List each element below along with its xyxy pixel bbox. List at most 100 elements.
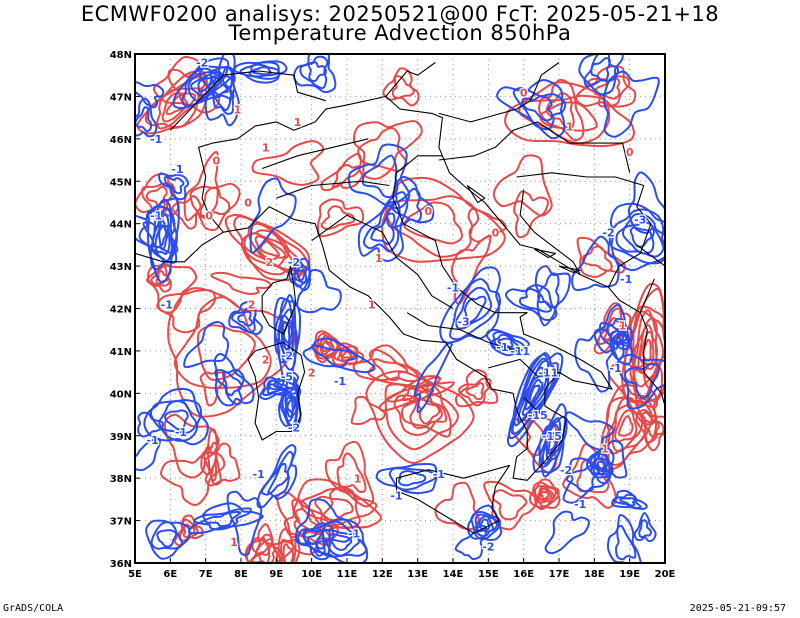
contour-line	[314, 330, 342, 364]
contour-line	[618, 333, 628, 344]
contour-line	[352, 120, 423, 180]
contour-line	[455, 286, 493, 330]
contour-line	[331, 164, 361, 189]
x-tick-label: 6E	[163, 569, 177, 580]
contour-line	[518, 287, 552, 313]
coastline-segment	[169, 70, 326, 131]
contour-line	[299, 55, 329, 90]
axis-ticks: 5E 6E 7E 8E 9E 10E 11E 12E 13E 14E 15E 16E 17E 18E 19E…	[110, 50, 676, 580]
contour-line	[388, 467, 437, 491]
contour-line	[463, 295, 487, 324]
contour-line	[249, 177, 297, 254]
contour-line	[259, 240, 281, 258]
x-tick-label: 9E	[269, 569, 283, 580]
x-tick-label: 7E	[199, 569, 213, 580]
contour-line	[385, 175, 435, 229]
contour-line	[347, 143, 411, 210]
contour-line	[158, 224, 169, 251]
contour-line	[315, 520, 368, 558]
contour-line	[296, 269, 306, 282]
y-tick-label: 41N	[110, 347, 132, 358]
contour-label: 0	[626, 146, 634, 159]
contour-line	[365, 370, 475, 464]
contour-line	[375, 462, 438, 495]
coastline-segment	[639, 278, 655, 313]
contour-line	[350, 395, 386, 425]
coastline-segment	[636, 244, 665, 267]
contour-line	[545, 431, 560, 461]
contour-line	[279, 385, 301, 432]
contour-line	[370, 212, 396, 246]
contour-line	[145, 519, 191, 560]
contour-line	[506, 352, 564, 448]
contour-line	[226, 490, 263, 557]
contour-line	[539, 101, 598, 132]
coastline-segment	[262, 138, 369, 170]
contour-line	[638, 519, 653, 539]
contour-line	[292, 54, 337, 94]
contour-line	[239, 61, 281, 80]
contour-label: 1	[566, 120, 574, 133]
contour-line	[328, 533, 353, 551]
contour-line	[341, 350, 353, 359]
contour-line	[538, 417, 563, 468]
contour-label: -15	[528, 409, 548, 422]
contour-label: 0	[424, 205, 432, 218]
contour-label: -3	[634, 214, 646, 227]
contour-line	[210, 271, 272, 295]
coastline-segment	[516, 172, 652, 288]
contour-label: -1	[433, 468, 445, 481]
contour-line	[187, 502, 264, 535]
coastline-segment	[276, 180, 390, 199]
footer-credit: GrADS/COLA	[3, 603, 64, 614]
coastline-segment	[261, 265, 297, 335]
contour-line	[619, 497, 636, 507]
contour-line	[251, 140, 325, 186]
contour-label: 0	[520, 86, 528, 99]
contour-line	[248, 538, 283, 563]
contour-line	[629, 226, 653, 248]
contour-line	[197, 76, 217, 93]
contour-line	[233, 215, 309, 276]
contour-line	[611, 404, 644, 453]
contour-line	[513, 190, 549, 239]
contour-line	[204, 510, 242, 528]
contour-line	[204, 54, 240, 127]
contour-line	[398, 469, 427, 487]
contour-line	[593, 77, 621, 100]
contour-label: -1	[150, 133, 162, 146]
footer-timestamp: 2025-05-21-09:57	[689, 603, 786, 614]
coastline-segment	[135, 231, 224, 263]
contour-line	[288, 257, 311, 292]
contour-line	[633, 512, 657, 543]
contour-line	[207, 69, 235, 101]
contour-line	[540, 490, 550, 501]
contour-line	[156, 529, 178, 548]
contour-line	[172, 57, 236, 110]
contour-line	[332, 345, 359, 366]
x-tick-label: 13E	[407, 569, 428, 580]
contour-line	[384, 383, 459, 451]
contour-line	[608, 208, 665, 265]
y-tick-label: 39N	[110, 432, 132, 443]
contour-label: -1	[496, 341, 508, 354]
contour-line	[590, 450, 614, 479]
contour-line	[491, 331, 526, 352]
contour-label: 2	[248, 299, 256, 312]
contour-label: -1	[574, 498, 586, 511]
contour-line	[393, 394, 443, 436]
contour-line	[158, 399, 198, 435]
contour-line	[593, 304, 633, 366]
contour-line	[632, 310, 665, 400]
contour-line	[497, 337, 514, 348]
contour-label: -1	[390, 489, 402, 502]
contour-line	[434, 481, 480, 531]
contour-line	[311, 344, 357, 368]
contour-line	[178, 518, 199, 542]
contour-label: -2	[288, 256, 300, 269]
contour-line	[545, 92, 575, 131]
contour-line	[478, 518, 491, 531]
contour-line	[278, 377, 302, 431]
contour-line	[149, 398, 203, 442]
